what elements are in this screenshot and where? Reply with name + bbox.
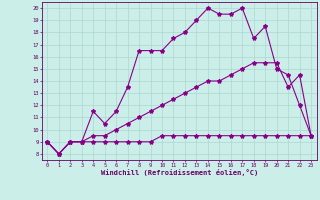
X-axis label: Windchill (Refroidissement éolien,°C): Windchill (Refroidissement éolien,°C)	[100, 169, 258, 176]
